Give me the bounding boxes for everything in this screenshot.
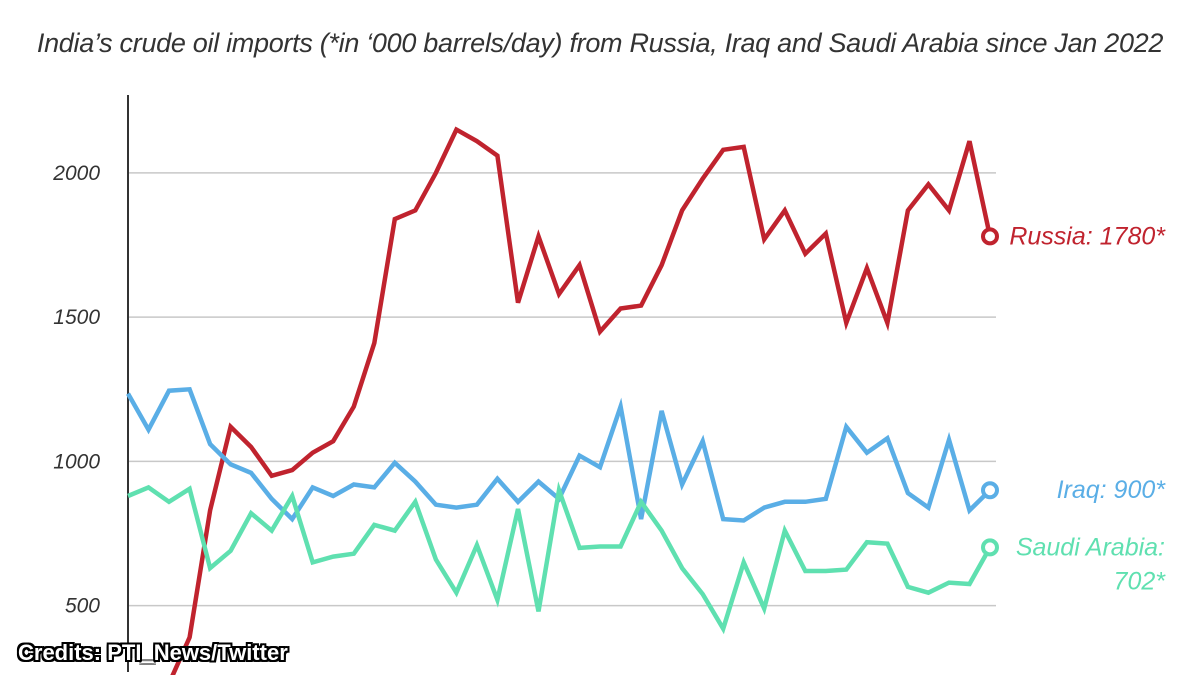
series-lines xyxy=(126,126,999,675)
series-label-saudi-line-2: 702* xyxy=(1114,567,1167,595)
series-labels: Russia: 1780* Iraq: 900* Saudi Arabia: 702* xyxy=(1009,222,1166,595)
series-line-saudi xyxy=(127,481,992,635)
grid-lines xyxy=(128,172,996,607)
chart-title: India’s crude oil imports (*in ‘000 barr… xyxy=(36,28,1164,58)
end-marker-iraq xyxy=(981,481,999,500)
y-tick-label-500: 500 xyxy=(65,595,100,618)
series-label-russia: Russia: 1780* xyxy=(1009,222,1166,250)
credits-text: Credits: PTI_News/Twitter xyxy=(18,640,288,665)
series-line-russia xyxy=(170,126,993,675)
y-tick-label-1000: 1000 xyxy=(53,450,100,473)
y-tick-label-1500: 1500 xyxy=(53,306,100,329)
series-label-saudi-line-1: Saudi Arabia: xyxy=(1016,533,1165,561)
end-marker-saudi xyxy=(981,538,999,557)
y-tick-labels: 500 1000 1500 2000 xyxy=(52,162,100,618)
series-label-iraq: Iraq: 900* xyxy=(1057,476,1167,504)
end-marker-russia xyxy=(981,227,999,246)
y-tick-label-2000: 2000 xyxy=(52,162,100,185)
